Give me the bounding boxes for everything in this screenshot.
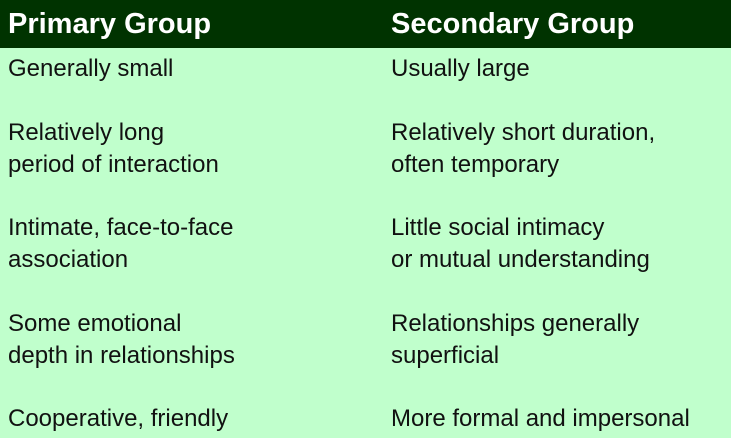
cell-line: period of interaction	[8, 151, 219, 178]
primary-cell-depth: Some emotional depth in relationships	[8, 308, 235, 372]
secondary-cell-depth: Relationships generally superficial	[391, 308, 639, 372]
cell-line: superficial	[391, 342, 500, 369]
secondary-cell-size: Usually large	[391, 53, 530, 85]
cell-line: Usually large	[391, 55, 530, 82]
cell-line: association	[8, 246, 129, 273]
cell-line: Relatively short duration,	[391, 119, 656, 146]
cell-line: Some emotional	[8, 310, 182, 337]
primary-cell-intimacy: Intimate, face-to-face association	[8, 212, 233, 276]
cell-line: Intimate, face-to-face	[8, 214, 234, 241]
cell-line: Cooperative, friendly	[8, 405, 229, 432]
cell-line: Relationships generally	[391, 310, 640, 337]
header-secondary-group: Secondary Group	[391, 8, 635, 40]
cell-line: often temporary	[391, 151, 560, 178]
secondary-cell-character: More formal and impersonal	[391, 403, 690, 435]
primary-cell-size: Generally small	[8, 53, 173, 85]
table-header: Primary Group Secondary Group	[0, 0, 731, 48]
secondary-cell-intimacy: Little social intimacy or mutual underst…	[391, 212, 650, 276]
header-primary-group: Primary Group	[8, 8, 212, 40]
primary-cell-character: Cooperative, friendly	[8, 403, 228, 435]
primary-cell-duration: Relatively long period of interaction	[8, 117, 219, 181]
cell-line: Little social intimacy	[391, 214, 605, 241]
cell-line: or mutual understanding	[391, 246, 650, 273]
cell-line: Relatively long	[8, 119, 165, 146]
secondary-cell-duration: Relatively short duration, often tempora…	[391, 117, 655, 181]
cell-line: Generally small	[8, 55, 174, 82]
cell-line: More formal and impersonal	[391, 405, 690, 432]
cell-line: depth in relationships	[8, 342, 235, 369]
